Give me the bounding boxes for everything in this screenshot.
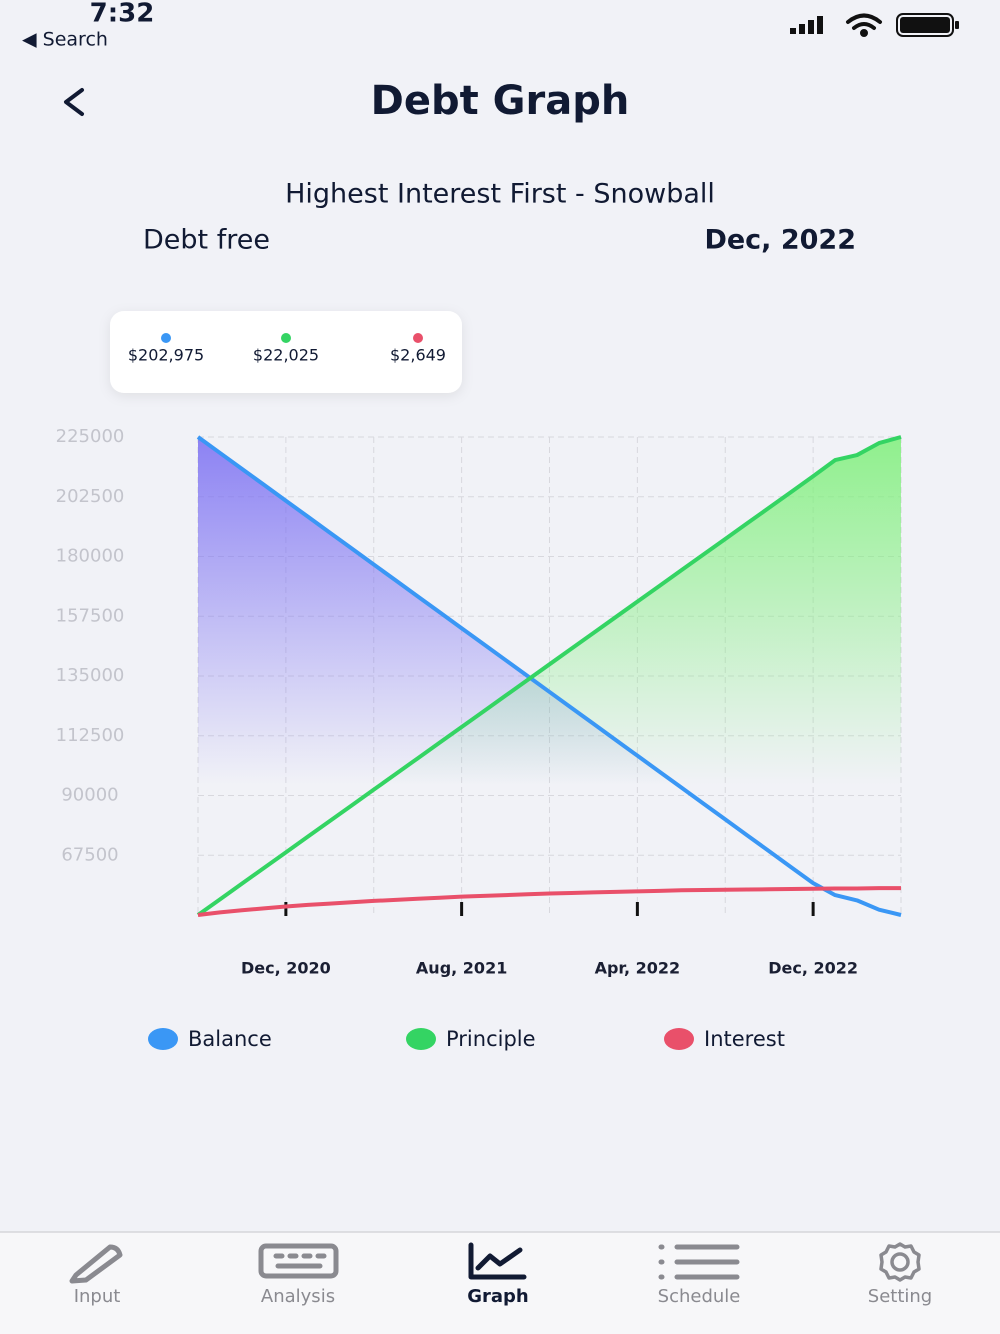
tooltip-dot bbox=[161, 333, 171, 343]
tab-bar bbox=[0, 1232, 1000, 1334]
analysis-icon bbox=[258, 1243, 339, 1279]
x-tick-label: Apr, 2022 bbox=[595, 959, 681, 978]
schedule-icon bbox=[658, 1244, 740, 1280]
setting-icon bbox=[879, 1242, 921, 1282]
signal-icon bbox=[790, 16, 823, 34]
debt-free-label: Debt free bbox=[143, 225, 270, 256]
x-tick-label: Aug, 2021 bbox=[416, 959, 507, 978]
legend-swatch bbox=[148, 1028, 178, 1050]
y-tick-label: 157500 bbox=[56, 605, 125, 626]
wifi-icon bbox=[846, 13, 882, 37]
legend-swatch bbox=[664, 1028, 694, 1050]
y-tick-label: 90000 bbox=[61, 785, 118, 806]
debt-free-date: Dec, 2022 bbox=[704, 225, 856, 256]
tab-label[interactable]: Setting bbox=[868, 1286, 932, 1307]
tooltip-value: $2,649 bbox=[390, 346, 446, 365]
series-line bbox=[197, 886, 901, 917]
x-tick-label: Dec, 2020 bbox=[241, 959, 331, 978]
series-line bbox=[196, 435, 902, 917]
graph-icon bbox=[468, 1242, 527, 1280]
back-to-search[interactable]: ◀ Search bbox=[22, 29, 108, 51]
legend-label: Interest bbox=[704, 1027, 785, 1051]
area-fill bbox=[198, 437, 901, 915]
y-tick-label: 112500 bbox=[56, 725, 125, 746]
tab-label[interactable]: Schedule bbox=[658, 1286, 741, 1307]
strategy: Highest Interest First - Snowball bbox=[285, 179, 715, 210]
tooltip bbox=[110, 311, 462, 393]
tab-label[interactable]: Graph bbox=[467, 1286, 529, 1307]
battery-icon bbox=[896, 13, 959, 37]
y-tick-label: 180000 bbox=[56, 546, 125, 567]
status-time: 7:32 bbox=[90, 0, 155, 29]
tab-label[interactable]: Analysis bbox=[261, 1286, 335, 1307]
y-tick-label: 225000 bbox=[56, 426, 125, 447]
tooltip-value: $22,025 bbox=[253, 346, 319, 365]
input-icon bbox=[69, 1244, 123, 1284]
page-title: Debt Graph bbox=[371, 78, 630, 124]
y-tick-label: 135000 bbox=[56, 665, 125, 686]
tooltip-dot bbox=[281, 333, 291, 343]
y-tick-label: 67500 bbox=[61, 844, 118, 865]
y-tick-label: 202500 bbox=[56, 486, 125, 507]
series-line bbox=[196, 435, 902, 917]
back-button[interactable] bbox=[64, 88, 84, 116]
legend-label: Balance bbox=[188, 1027, 272, 1051]
tooltip-value: $202,975 bbox=[128, 346, 204, 365]
x-tick-label: Dec, 2022 bbox=[768, 959, 858, 978]
legend-label: Principle bbox=[446, 1027, 536, 1051]
tab-label[interactable]: Input bbox=[74, 1286, 121, 1307]
legend-swatch bbox=[406, 1028, 436, 1050]
tooltip-dot bbox=[413, 333, 423, 343]
